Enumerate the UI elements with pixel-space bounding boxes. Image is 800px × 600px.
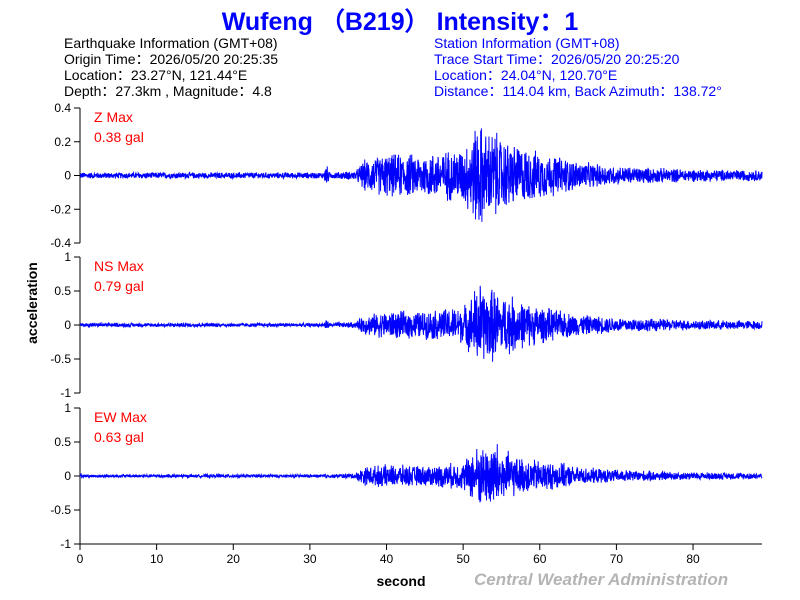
max-value: 0.38 gal <box>94 129 144 145</box>
max-label: EW Max <box>94 409 147 425</box>
x-tick-label: 0 <box>77 552 84 566</box>
panel-z: 0.4 0.2 0 -0.2 -0.4 Z Max 0.38 gal <box>50 101 763 250</box>
max-value: 0.63 gal <box>94 429 144 445</box>
panel-ew: 1 0.5 0 -0.5 -1 EW Max 0.63 gal <box>50 401 763 551</box>
y-tick-label: 0 <box>64 169 71 183</box>
station-info-heading: Station Information (GMT+08) <box>434 35 620 51</box>
trace-start-time: Trace Start Time：2026/05/20 20:25:20 <box>434 51 680 67</box>
max-label: NS Max <box>94 258 144 274</box>
y-tick-label: 0.5 <box>54 284 71 298</box>
x-tick-label: 80 <box>686 552 700 566</box>
y-tick-label: 0.2 <box>54 135 71 149</box>
x-tick-label: 20 <box>227 552 241 566</box>
earthquake-info: Earthquake Information (GMT+08) Origin T… <box>64 35 278 99</box>
y-tick-label: -0.4 <box>50 236 71 250</box>
station-info: Station Information (GMT+08) Trace Start… <box>434 35 722 99</box>
x-axis-label: second <box>376 573 425 589</box>
y-tick-label: -0.2 <box>50 202 71 216</box>
y-tick-label: 0 <box>64 469 71 483</box>
x-tick-label: 40 <box>380 552 394 566</box>
station-location: Location：24.04°N, 120.70°E <box>434 67 618 83</box>
distance-azimuth: Distance：114.04 km, Back Azimuth：138.72° <box>434 83 722 99</box>
x-tick-label: 70 <box>610 552 624 566</box>
x-tick-label: 50 <box>456 552 470 566</box>
y-axis-label: acceleration <box>24 262 40 344</box>
waveform-z <box>79 128 763 222</box>
x-tick-label: 60 <box>533 552 547 566</box>
y-tick-label: 0 <box>64 318 71 332</box>
y-tick-label: -1 <box>60 537 71 551</box>
x-tick-label: 10 <box>150 552 164 566</box>
y-tick-label: 0.4 <box>54 101 71 115</box>
waveform-ns <box>79 285 763 362</box>
y-tick-label: -0.5 <box>50 503 71 517</box>
y-tick-label: -1 <box>60 386 71 400</box>
waveform-ew <box>79 444 763 503</box>
x-tick-label: 30 <box>303 552 317 566</box>
page-title: Wufeng （B219） Intensity：1 <box>221 8 579 36</box>
panel-ns: 1 0.5 0 -0.5 -1 NS Max 0.79 gal <box>50 250 763 400</box>
epicenter-location: Location：23.27°N, 121.44°E <box>64 67 248 83</box>
y-tick-label: 1 <box>64 250 71 264</box>
depth-magnitude: Depth：27.3km , Magnitude：4.8 <box>64 83 272 99</box>
earthquake-info-heading: Earthquake Information (GMT+08) <box>64 35 278 51</box>
credit-text: Central Weather Administration <box>474 570 729 589</box>
max-label: Z Max <box>94 109 133 125</box>
y-tick-label: -0.5 <box>50 352 71 366</box>
origin-time: Origin Time：2026/05/20 20:25:35 <box>64 51 279 67</box>
max-value: 0.79 gal <box>94 278 144 294</box>
y-tick-label: 1 <box>64 401 71 415</box>
y-tick-label: 0.5 <box>54 435 71 449</box>
